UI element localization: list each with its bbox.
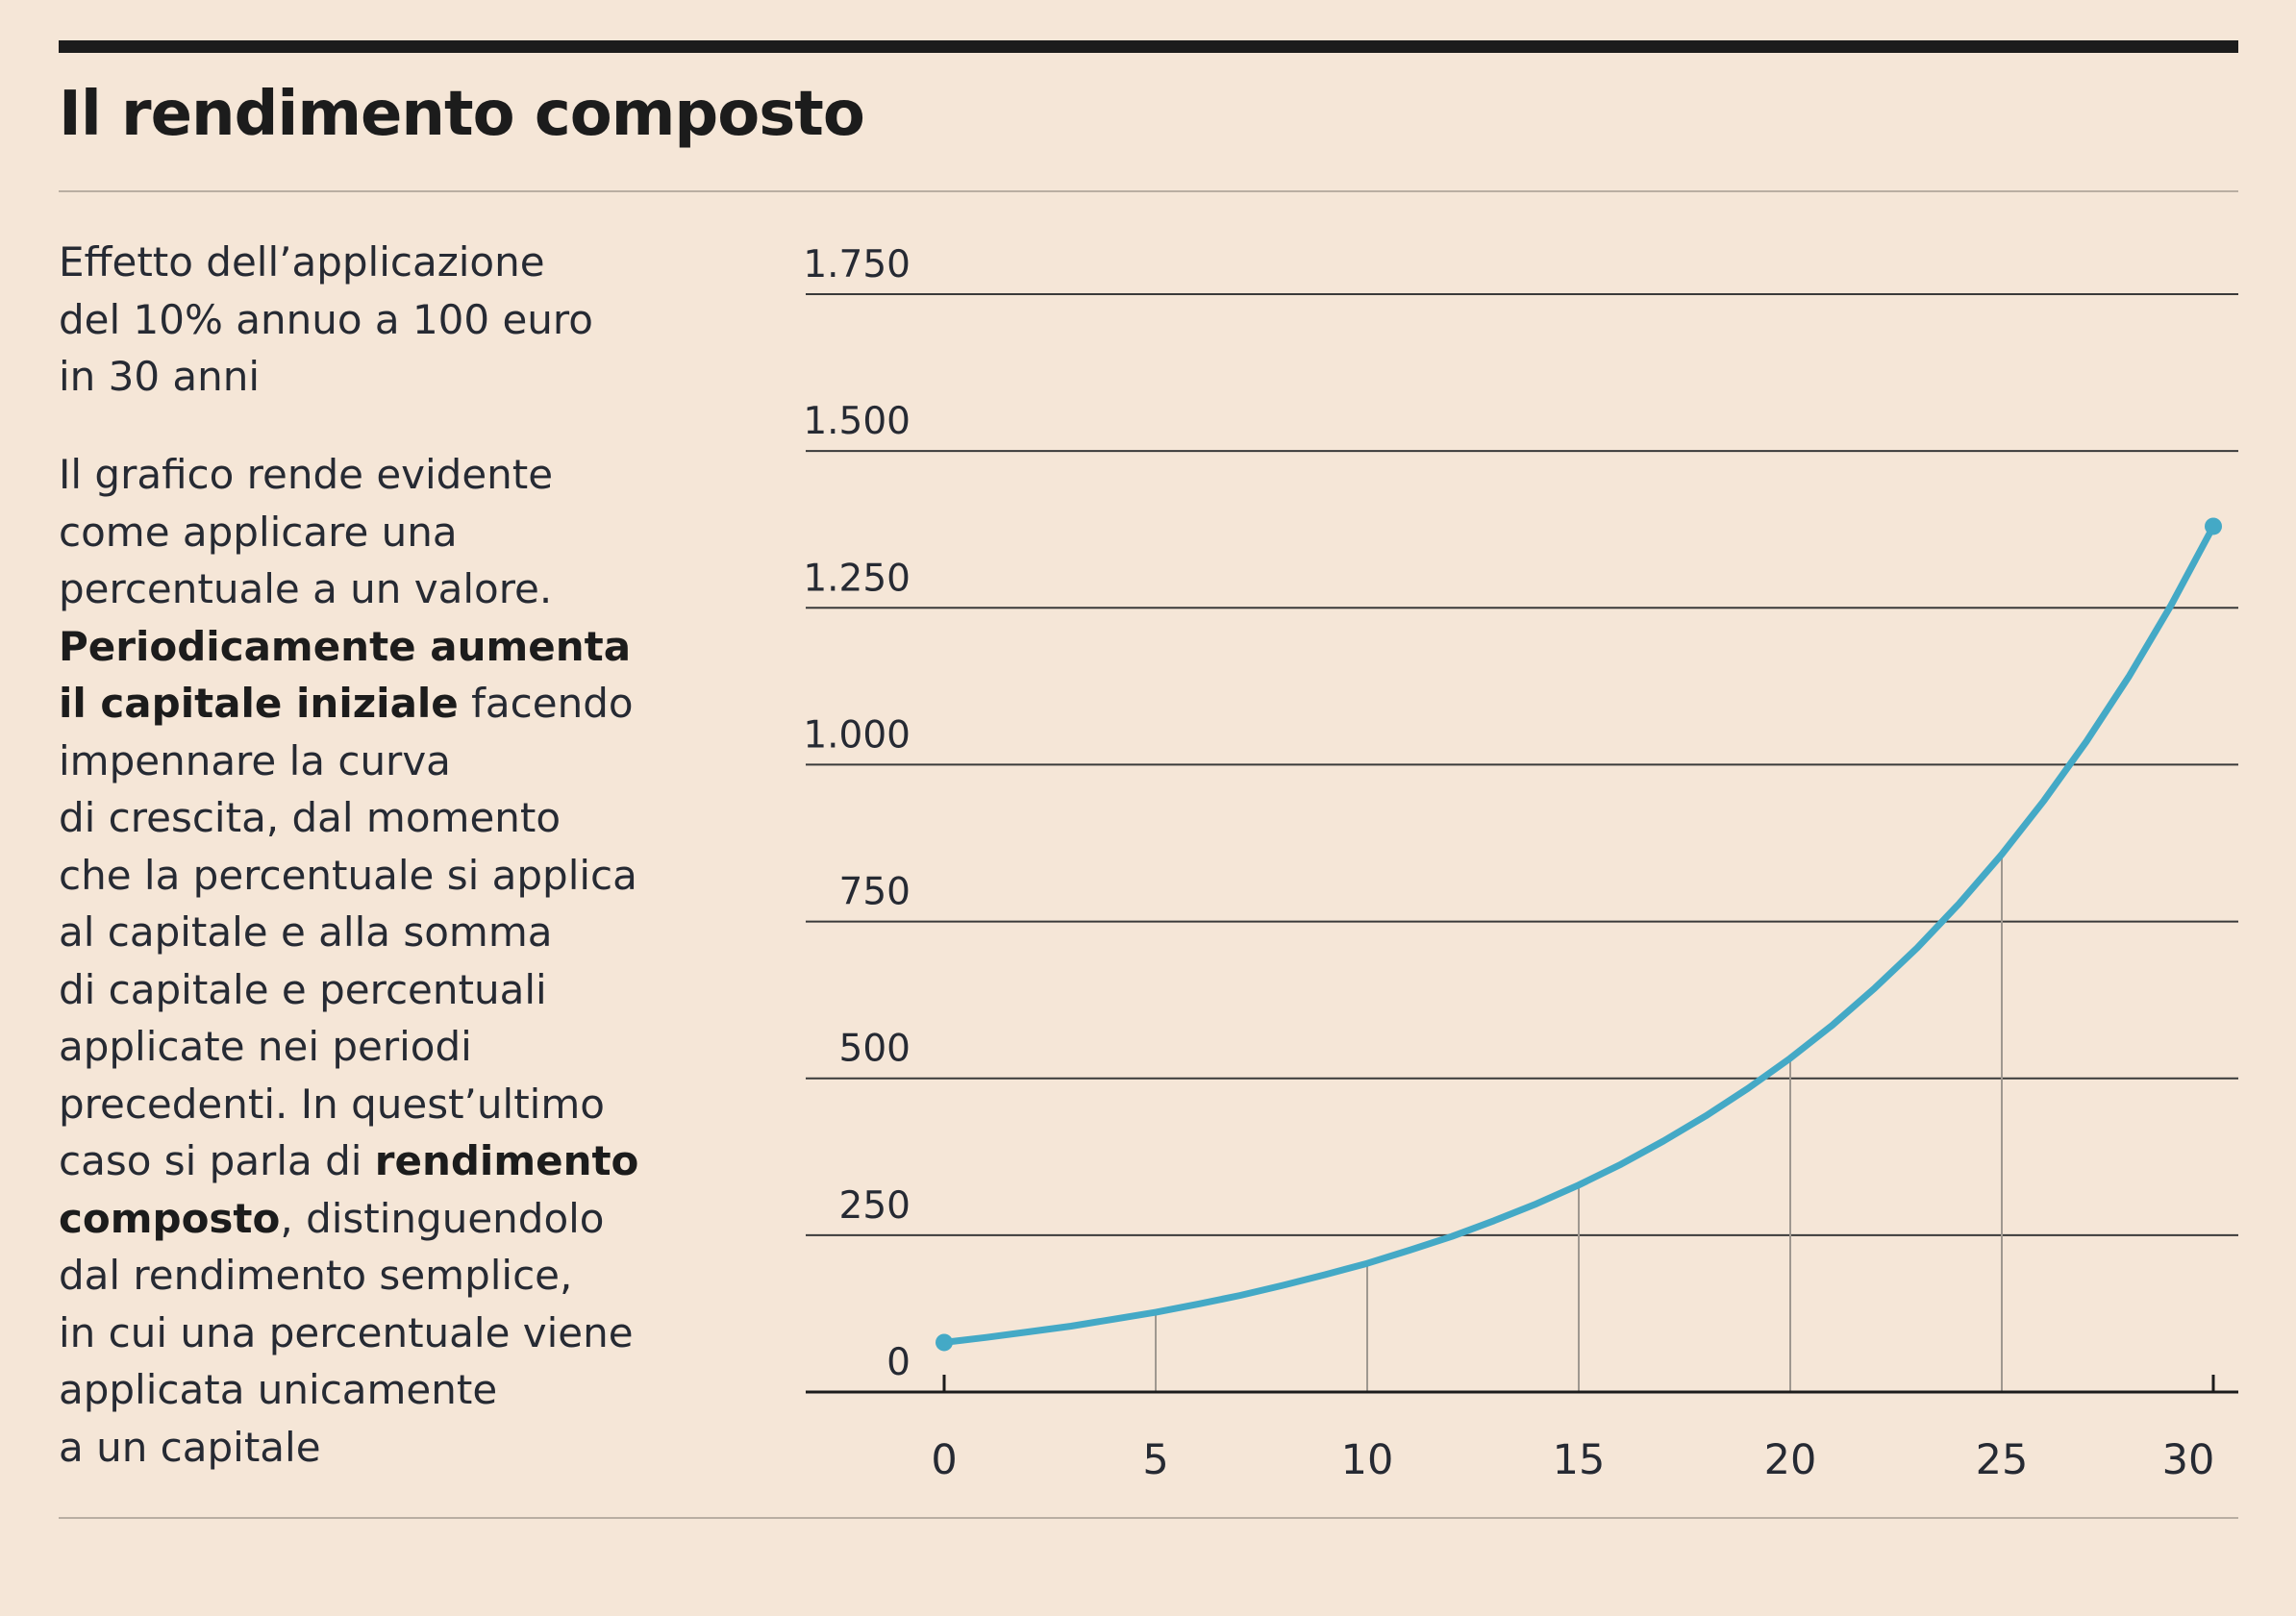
top-rule	[59, 40, 2238, 53]
description-text: in cui una percentuale viene	[59, 1308, 634, 1356]
description-text: , distinguendolo	[280, 1194, 605, 1242]
description-bold-text: composto	[59, 1194, 281, 1242]
chart-subtitle: Effetto dell’applicazione del 10% annuo a…	[59, 234, 732, 406]
description-text: facendo	[458, 680, 634, 727]
description-line: al capitale e alla somma	[59, 904, 732, 961]
y-tick-label: 1.500	[803, 400, 911, 443]
description-line: precedenti. In quest’ultimo	[59, 1076, 732, 1133]
subtitle-line: in 30 anni	[59, 353, 261, 400]
x-tick-label: 5	[1142, 1436, 1168, 1484]
description-text: di crescita, dal momento	[59, 794, 562, 841]
description-text: di capitale e percentuali	[59, 965, 547, 1013]
x-tick-label: 10	[1341, 1436, 1394, 1484]
description-line: che la percentuale si applica	[59, 847, 732, 905]
description-line: a un capitale	[59, 1419, 732, 1477]
description-line: in cui una percentuale viene	[59, 1305, 732, 1362]
description-line: il capitale iniziale facendo	[59, 675, 732, 733]
description-text: caso si parla di	[59, 1137, 375, 1184]
title-divider	[59, 190, 2238, 192]
bottom-divider	[59, 1517, 2238, 1519]
subtitle-line: Effetto dell’applicazione	[59, 238, 545, 286]
y-tick-label: 0	[886, 1341, 911, 1384]
description-line: Il grafico rende evidente	[59, 446, 732, 504]
description-text: applicate nei periodi	[59, 1023, 472, 1070]
description-text: dal rendimento semplice,	[59, 1252, 573, 1299]
description-line: come applicare una	[59, 504, 732, 561]
description-line: applicata unicamente	[59, 1361, 732, 1419]
description-line: composto, distinguendolo	[59, 1190, 732, 1248]
description-text: precedenti. In quest’ultimo	[59, 1080, 605, 1128]
description-text: al capitale e alla somma	[59, 908, 553, 956]
description-text: percentuale a un valore.	[59, 565, 553, 612]
growth-curve	[940, 523, 2217, 1346]
description-line: caso si parla di rendimento	[59, 1132, 732, 1190]
description-line: di crescita, dal momento	[59, 789, 732, 847]
description-line: dal rendimento semplice,	[59, 1247, 732, 1305]
description-text: che la percentuale si applica	[59, 851, 637, 899]
y-tick-label: 750	[839, 871, 911, 914]
description-text: Il grafico rende evidente	[59, 451, 554, 498]
chart-description: Il grafico rende evidente come applicare …	[59, 446, 732, 1476]
end-point-marker	[2205, 517, 2222, 535]
y-tick-label: 1.000	[803, 713, 911, 757]
subtitle-line: del 10% annuo a 100 euro	[59, 295, 593, 343]
x-tick-label: 0	[931, 1436, 957, 1484]
description-line: Periodicamente aumenta	[59, 618, 732, 676]
description-text: come applicare una	[59, 508, 458, 556]
description-text: a un capitale	[59, 1423, 321, 1471]
x-tick-label: 20	[1764, 1436, 1817, 1484]
description-bold-text: Periodicamente aumenta	[59, 622, 632, 670]
description-bold-text: rendimento	[374, 1137, 639, 1184]
start-point-marker	[936, 1333, 953, 1352]
description-line: impennare la curva	[59, 733, 732, 790]
description-line: applicate nei periodi	[59, 1018, 732, 1076]
y-tick-label: 250	[839, 1184, 911, 1228]
description-text: applicata unicamente	[59, 1366, 498, 1413]
description-line: di capitale e percentuali	[59, 961, 732, 1019]
y-tick-label: 500	[839, 1028, 911, 1071]
description-text: impennare la curva	[59, 736, 451, 784]
x-tick-label: 30	[2162, 1436, 2215, 1484]
description-bold-text: il capitale iniziale	[59, 680, 459, 727]
x-tick-label: 25	[1976, 1436, 2029, 1484]
description-line: percentuale a un valore.	[59, 560, 732, 618]
chart-title: Il rendimento composto	[59, 79, 865, 150]
x-tick-label: 15	[1553, 1436, 1606, 1484]
y-tick-label: 1.250	[803, 557, 911, 600]
y-tick-label: 1.750	[803, 243, 911, 286]
